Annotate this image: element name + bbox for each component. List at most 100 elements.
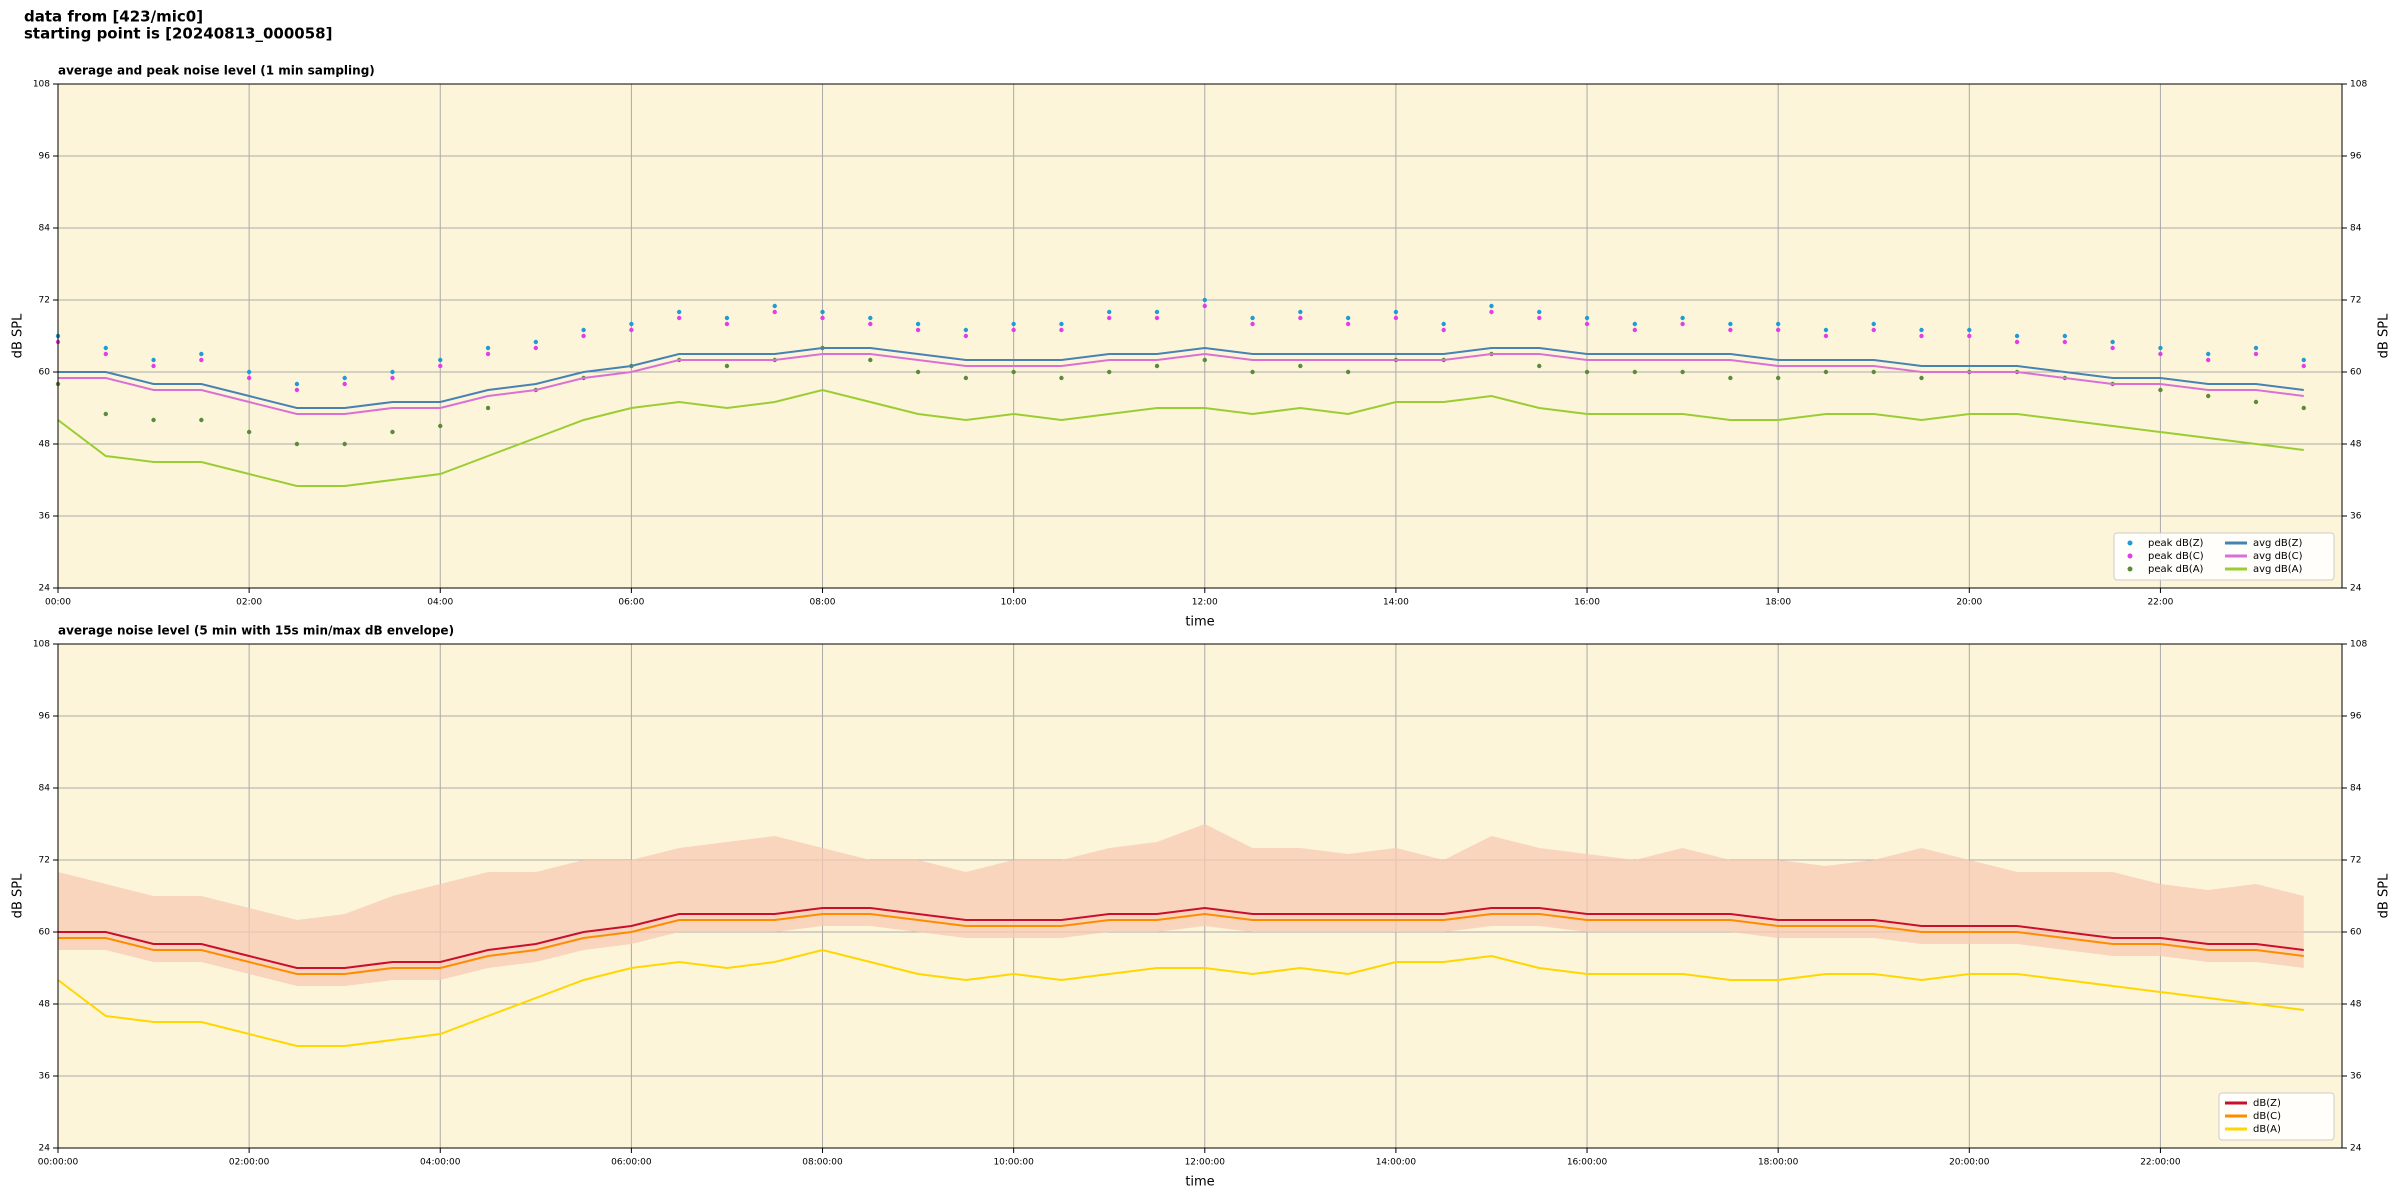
series-line [58,912,2304,975]
peak-point [868,357,873,363]
y2-tick-label: 108 [2350,80,2367,90]
y-tick-label: 84 [39,784,51,794]
peak-point [1823,369,1829,375]
peak-point [820,315,825,321]
peak-point [1728,321,1733,327]
x-tick-label: 14:00:00 [1376,1158,1417,1168]
peak-point [1537,363,1542,369]
peak-point [438,357,443,363]
x-tick-label: 00:00:00 [38,1158,79,1168]
peak-point [1154,309,1160,315]
peak-point [2014,339,2020,345]
peak-point [390,369,395,375]
x-tick-label: 16:00 [1574,598,1600,608]
peak-point [151,357,156,363]
peak-point [1489,303,1494,309]
peak-point [2158,387,2163,393]
legend-label: avg dB(Z) [2253,538,2303,549]
peak-point [1632,327,1638,333]
y2-tick-label: 60 [2350,368,2362,378]
y-tick-label: 108 [33,640,50,650]
peak-point [1250,315,1255,321]
y-tick-label: 84 [39,224,51,234]
peak-point [915,327,921,333]
y2-tick-label: 36 [2350,512,2362,522]
peak-point [1345,321,1351,327]
peak-point [1250,321,1255,327]
legend-label: peak dB(Z) [2148,538,2204,549]
legend-marker [2127,540,2133,546]
peak-point [676,309,682,315]
y2-tick-label: 48 [2350,440,2362,450]
peak-point [390,375,395,381]
peak-point [342,375,347,381]
y2-tick-label: 60 [2350,928,2362,938]
peak-point [1393,315,1399,321]
peak-point [2301,363,2306,369]
peak-point [963,327,969,333]
legend [2218,1092,2335,1141]
peak-point [1059,327,1064,333]
y2-tick-label: 72 [2350,856,2361,866]
peak-point [915,321,921,327]
peak-point [2253,345,2259,351]
plot-frame [57,643,2343,1149]
peak-point [2206,393,2211,399]
x-tick-label: 08:00:00 [802,1158,843,1168]
peak-point [533,345,539,351]
peak-point [1632,369,1638,375]
peak-point [2110,345,2115,351]
peak-point [2062,339,2068,345]
peak-point [1489,309,1494,315]
peak-point [1107,309,1112,315]
x-tick-label: 12:00 [1192,598,1218,608]
peak-point [1728,375,1733,381]
peak-point [1345,315,1351,321]
peak-point [915,369,921,375]
y-tick-label: 24 [39,584,51,594]
peak-point [1967,333,1972,339]
peak-point [1107,369,1112,375]
y-tick-label: 36 [39,512,51,522]
peak-point [1441,327,1446,333]
peak-point [1202,303,1207,309]
peak-point [1011,321,1016,327]
peak-point [1680,369,1685,375]
header-line: data from [423/mic0] [24,8,203,26]
x-tick-label: 00:00 [45,598,71,608]
y-tick-label: 60 [39,368,51,378]
series-line [57,948,2304,1047]
peak-point [199,351,204,357]
legend-label: dB(C) [2253,1111,2281,1122]
peak-point [103,351,108,357]
y-tick-label: 72 [39,296,50,306]
x-tick-label: 18:00:00 [1758,1158,1799,1168]
peak-point [820,309,825,315]
peak-point [1919,375,1924,381]
x-tick-label: 20:00:00 [1949,1158,1990,1168]
peak-point [868,315,873,321]
peak-point [1298,363,1303,369]
x-tick-label: 10:00:00 [993,1158,1034,1168]
peak-point [676,315,682,321]
peak-point [1537,315,1542,321]
y-tick-label: 24 [39,1144,51,1154]
peak-point [246,369,252,375]
x-tick-label: 10:00 [1001,598,1027,608]
x-tick-label: 22:00:00 [2140,1158,2181,1168]
peak-point [1680,321,1685,327]
peak-point [151,417,156,423]
x-tick-label: 06:00:00 [611,1158,652,1168]
x-tick-label: 22:00 [2147,598,2173,608]
peak-point [2062,333,2068,339]
peak-point [1823,327,1829,333]
x-axis-label: time [1185,1175,1214,1190]
peak-point [772,303,777,309]
peak-point [1584,369,1590,375]
peak-point [1775,321,1781,327]
peak-point [438,423,443,429]
legend [2113,532,2335,581]
legend-label: avg dB(C) [2253,551,2303,562]
